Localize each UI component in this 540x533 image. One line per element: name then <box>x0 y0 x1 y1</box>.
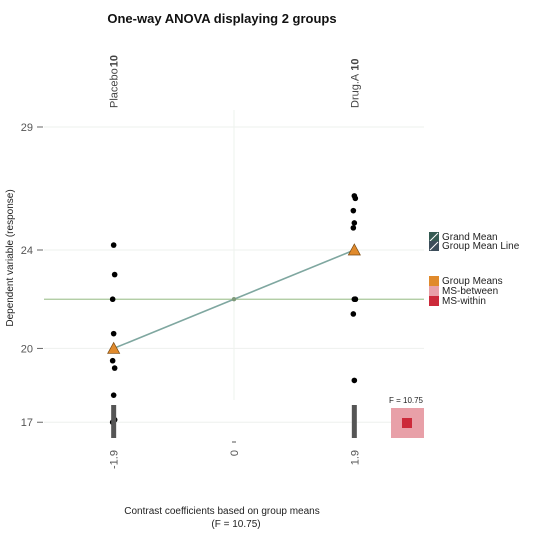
group-mean-marker-1 <box>347 243 361 256</box>
legend-label-group-means: Group Means <box>442 276 503 287</box>
rug-layer <box>111 405 357 443</box>
data-point-0-3 <box>110 330 117 337</box>
chart-title: One-way ANOVA displaying 2 groups <box>107 11 336 26</box>
data-point-0-4 <box>109 357 116 364</box>
legend-swatch-ms-between <box>429 286 439 296</box>
x-axis-label-line1: Contrast coefficients based on group mea… <box>124 506 320 517</box>
data-point-0-1 <box>111 271 118 278</box>
labels-layer: Placebo10 Drug.A10 -1.9 0 1.9 <box>109 55 362 469</box>
legend-label-group-mean-line: Group Mean Line <box>442 241 520 252</box>
data-point-1-8 <box>350 311 357 317</box>
x-tick-label-0: -1.9 <box>109 450 121 469</box>
ms-square-group <box>391 408 424 438</box>
x-axis-label-line2: (F = 10.75) <box>211 519 260 530</box>
legend-swatch-grand-mean-hatch <box>429 232 439 242</box>
data-point-0-0 <box>110 242 117 248</box>
group-mean-marker-0 <box>107 341 121 354</box>
data-point-0-2 <box>109 296 116 303</box>
y-tick-label-17: 17 <box>21 417 33 429</box>
grand-mean-point <box>231 297 237 302</box>
data-point-0-6 <box>110 392 117 398</box>
data-point-1-9 <box>351 377 358 384</box>
y-tick-label-29: 29 <box>21 122 33 134</box>
y-axis: 17 20 24 29 <box>21 122 43 429</box>
legend-swatch-ms-within <box>429 296 439 306</box>
ms-within-square <box>402 418 412 428</box>
y-tick-label-24: 24 <box>21 245 33 257</box>
group-means-layer <box>107 243 361 354</box>
rug-1 <box>351 405 357 438</box>
legend-swatch-group-mean-line-hatch <box>429 241 439 251</box>
lines-layer <box>44 249 424 350</box>
data-point-1-2 <box>350 207 357 214</box>
x-tick-label-1: 0 <box>229 450 241 456</box>
f-statistic-label: F = 10.75 <box>389 396 424 405</box>
legend-swatch-group-means <box>429 276 439 286</box>
group-label-0: Placebo10 <box>109 55 121 108</box>
data-point-1-4 <box>350 225 357 231</box>
group-label-1: Drug.A10 <box>349 59 361 109</box>
legend-label-ms-between: MS-between <box>442 286 498 297</box>
legend-label-grand-mean: Grand Mean <box>442 232 498 243</box>
data-point-1-7 <box>352 296 359 303</box>
x-tick-label-2: 1.9 <box>349 450 361 465</box>
data-point-1-1 <box>352 195 359 202</box>
y-axis-label: Dependent variable (response) <box>5 189 16 326</box>
legend-label-ms-within: MS-within <box>442 296 486 307</box>
grid-layer <box>44 110 424 423</box>
rug-0 <box>111 405 117 438</box>
data-point-1-3 <box>351 220 358 226</box>
data-point-0-5 <box>111 365 118 371</box>
y-tick-label-20: 20 <box>21 343 33 355</box>
